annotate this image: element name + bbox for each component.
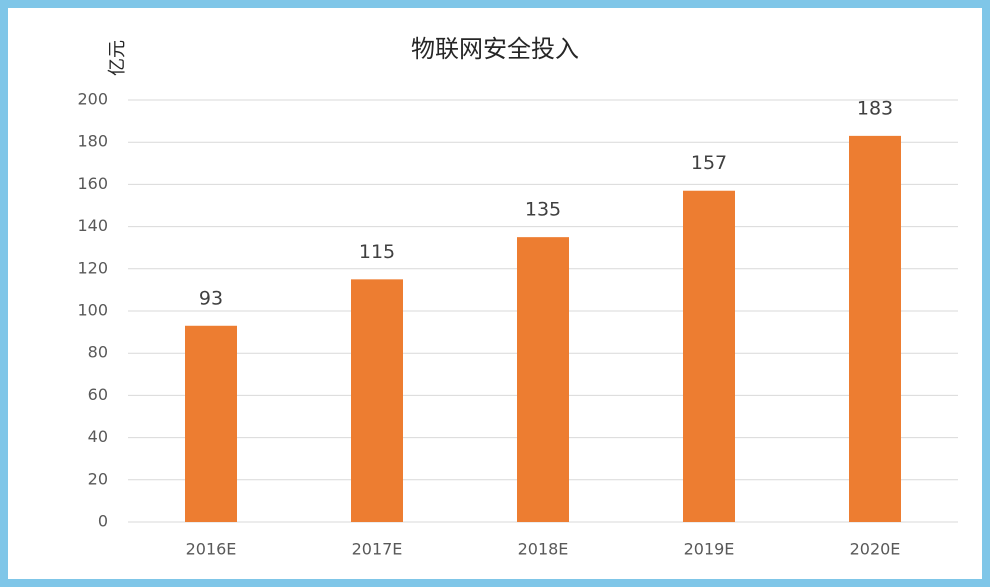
- bar: [517, 237, 569, 522]
- y-tick-label: 80: [88, 343, 108, 362]
- bar: [683, 190, 735, 523]
- data-label: 157: [691, 152, 727, 174]
- chart-title: 物联网安全投入: [411, 35, 579, 63]
- bar: [185, 325, 237, 522]
- x-tick-label: 2018E: [518, 540, 569, 559]
- x-tick-label: 2019E: [684, 540, 735, 559]
- x-tick-label: 2017E: [352, 540, 403, 559]
- y-tick-label: 180: [77, 132, 108, 151]
- data-label: 93: [199, 287, 223, 309]
- x-tick-label: 2016E: [186, 540, 237, 559]
- y-tick-label: 160: [77, 174, 108, 193]
- y-axis-label: 亿元: [107, 40, 128, 76]
- y-tick-label: 60: [88, 385, 108, 404]
- bar: [849, 135, 901, 522]
- data-label: 115: [359, 241, 395, 263]
- data-label: 183: [857, 97, 893, 119]
- data-label: 135: [525, 199, 561, 221]
- y-tick-label: 140: [77, 216, 108, 235]
- x-tick-label: 2020E: [850, 540, 901, 559]
- y-tick-label: 100: [77, 301, 108, 320]
- y-tick-label: 200: [77, 90, 108, 109]
- y-tick-label: 0: [98, 512, 108, 531]
- y-tick-label: 120: [77, 258, 108, 277]
- y-tick-label: 20: [88, 469, 108, 488]
- bar: [351, 279, 403, 522]
- y-tick-label: 40: [88, 427, 108, 446]
